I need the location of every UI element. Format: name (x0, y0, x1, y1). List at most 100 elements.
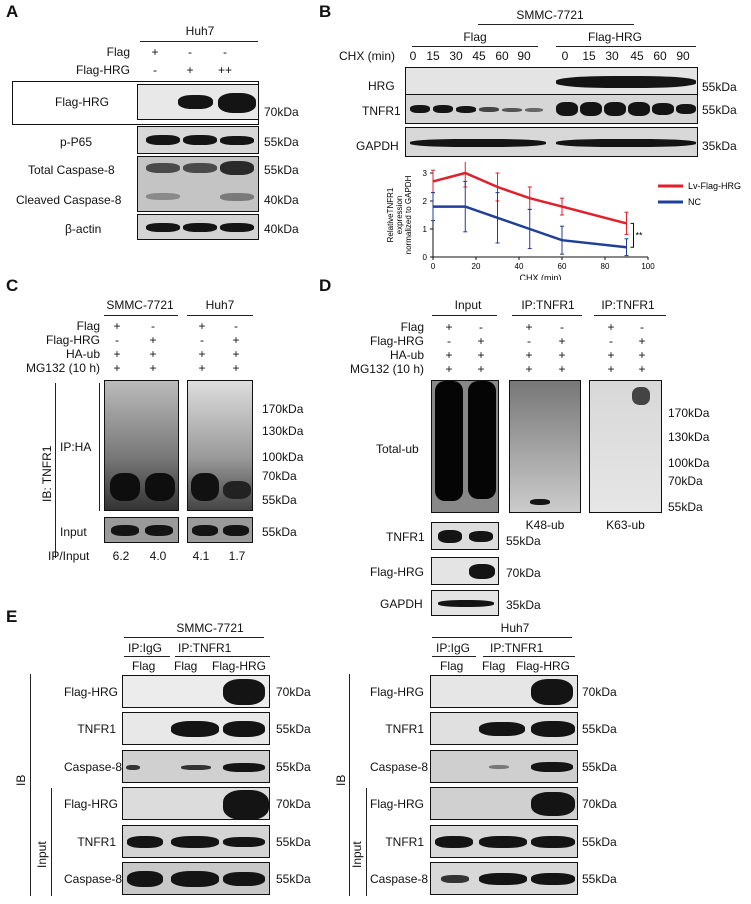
lane-label: Flag (174, 659, 198, 673)
band (127, 836, 163, 848)
sign: + (638, 348, 646, 362)
mw-label: 70kDa (668, 474, 703, 488)
mw-label: 55kDa (582, 872, 617, 886)
blot-label: Flag-HRG (370, 565, 425, 579)
mw-label: 55kDa (276, 835, 311, 849)
blot-e (430, 862, 578, 895)
sign: - (479, 320, 483, 334)
lane-label: Flag-HRG (212, 659, 267, 673)
x-tick-label: 80 (601, 262, 610, 271)
band (531, 792, 575, 816)
sign: + (607, 348, 615, 362)
blot-e (122, 787, 270, 820)
sign: + (198, 347, 206, 361)
cell-line: SMMC-7721 (176, 621, 244, 635)
sign: + (232, 361, 240, 375)
sign: + (638, 362, 646, 376)
panel-b-time-label: CHX (min) (339, 49, 395, 63)
row-label: Flag-HRG (45, 333, 100, 347)
mw-label: 35kDa (702, 139, 737, 153)
sign: - (223, 45, 227, 59)
band (531, 721, 575, 737)
panel-b-group: Flag (463, 30, 487, 44)
mw-label: 55kDa (668, 500, 703, 514)
band (171, 871, 219, 887)
time-label: 90 (676, 49, 690, 63)
sign: + (149, 347, 157, 361)
mw-label: 55kDa (582, 760, 617, 774)
mw-label: 55kDa (582, 835, 617, 849)
sign: + (638, 334, 646, 348)
sign: + (525, 348, 533, 362)
lane-label: Flag-HRG (516, 659, 571, 673)
sign: + (607, 362, 615, 376)
blot-e (430, 787, 578, 820)
mw-label: 70kDa (582, 797, 617, 811)
sign: - (188, 45, 192, 59)
sign: + (198, 319, 206, 333)
sign: - (115, 333, 119, 347)
sign: + (477, 334, 485, 348)
y-axis-label: RelativeTNFR1expressionnormalized to GAP… (386, 175, 413, 254)
blot-e (430, 712, 578, 745)
y-tick-label: 0 (423, 253, 428, 262)
blot-label: Flag-HRG (370, 797, 425, 811)
tnfr1-line-chart: 0 20 40 60 80 100 0 1 2 3 CHX (min) RelativeTNFR1ex… (386, 162, 741, 280)
band (223, 837, 265, 847)
mw-label: 100kDa (668, 456, 710, 470)
band (479, 873, 527, 885)
ratio-value: 4.1 (192, 549, 210, 563)
legend-label: Lv-Flag-HRG (688, 181, 741, 191)
ratio-value: 4.0 (149, 549, 167, 563)
sign: - (560, 320, 564, 334)
y-tick-label: 1 (423, 225, 428, 234)
sign: + (607, 320, 615, 334)
row-label: Flag (400, 320, 424, 334)
row-label: MG132 (10 h) (25, 361, 100, 375)
panel-b-group: Flag-HRG (587, 30, 642, 44)
mw-label: 55kDa (276, 722, 311, 736)
mw-label: 35kDa (506, 598, 541, 612)
blot-e (430, 750, 578, 783)
ib-label: IB (14, 774, 28, 786)
row-label: Flag (76, 319, 100, 333)
series-line (432, 171, 627, 225)
band (126, 765, 140, 770)
time-label: 15 (426, 49, 440, 63)
time-label: 60 (653, 49, 667, 63)
series-line (433, 205, 627, 249)
cell-line: Huh7 (205, 298, 235, 312)
significance-label: ** (636, 230, 644, 240)
time-label: 90 (517, 49, 531, 63)
ratio-value: 6.2 (112, 549, 130, 563)
blot-d-gapdh (431, 590, 499, 616)
ip-tnfr1: IP:TNFR1 (490, 641, 544, 655)
sign: + (113, 361, 121, 375)
sign: - (200, 333, 204, 347)
mw-label: 70kDa (262, 469, 297, 483)
sign: + (198, 361, 206, 375)
input-label: Input (35, 841, 49, 868)
blot-label: Flag-HRG (64, 797, 119, 811)
sign: - (447, 334, 451, 348)
blot-label: Flag-HRG (55, 95, 110, 109)
x-tick-label: 40 (515, 262, 524, 271)
lane-label: Flag (482, 659, 506, 673)
band (127, 871, 163, 887)
mw-label: 130kDa (668, 430, 710, 444)
panel-label-d: D (319, 276, 332, 295)
y-tick-label: 3 (423, 169, 428, 178)
blot-d-flag-hrg (431, 557, 499, 585)
blot-label: TNFR1 (385, 722, 424, 736)
sub-label: K63-ub (606, 518, 645, 532)
panel-label-b: B (319, 2, 332, 21)
sign: + (445, 348, 453, 362)
blot-label: Caspase-8 (64, 872, 123, 886)
band (223, 790, 269, 819)
mw-label: 55kDa (264, 135, 299, 149)
blot-gapdh (405, 127, 698, 157)
blot-flag-hrg (137, 84, 259, 120)
time-label: 30 (605, 49, 619, 63)
ip-igg: IP:IgG (436, 641, 471, 655)
y-axis-label-line: expression (395, 196, 404, 235)
